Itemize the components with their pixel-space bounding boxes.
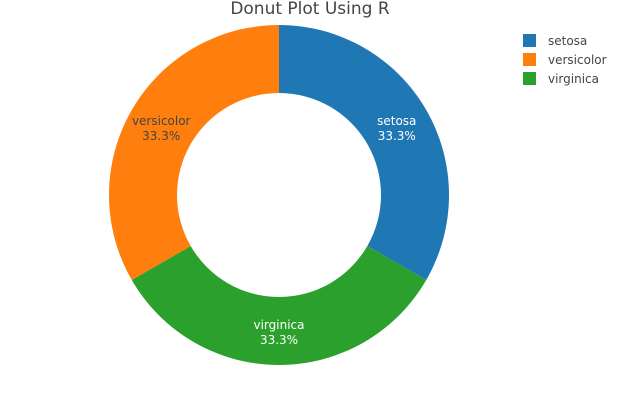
slice-label-versicolor: versicolor 33.3% [132, 114, 191, 143]
slice-label-virginica: virginica 33.3% [254, 318, 305, 347]
legend-label-versicolor: versicolor [548, 53, 607, 67]
legend-swatch-setosa [523, 34, 536, 47]
slice-virginica[interactable] [131, 246, 427, 365]
donut-slices [109, 25, 449, 365]
legend: setosa versicolor virginica [523, 34, 607, 86]
legend-swatch-virginica [523, 72, 536, 85]
legend-label-setosa: setosa [548, 34, 587, 48]
slice-versicolor[interactable] [109, 25, 279, 280]
chart-title: Donut Plot Using R [230, 0, 390, 19]
slice-setosa[interactable] [279, 25, 449, 280]
slice-label-setosa: setosa 33.3% [377, 114, 416, 143]
slice-labels: setosa 33.3% virginica 33.3% versicolor 33.3% [132, 114, 416, 347]
legend-label-virginica: virginica [548, 72, 599, 86]
legend-item-setosa[interactable]: setosa [523, 34, 587, 48]
legend-swatch-versicolor [523, 53, 536, 66]
legend-item-versicolor[interactable]: versicolor [523, 53, 607, 67]
legend-item-virginica[interactable]: virginica [523, 72, 599, 86]
